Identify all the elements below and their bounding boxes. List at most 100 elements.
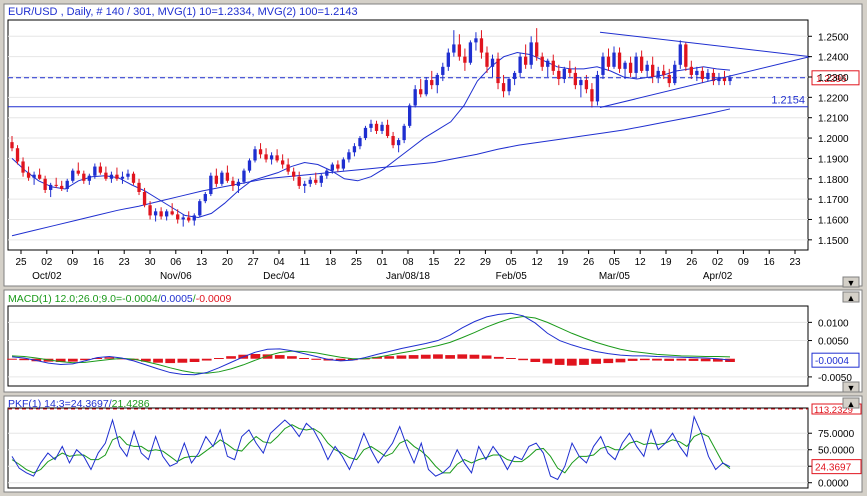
candle — [49, 182, 53, 198]
candle — [540, 52, 544, 71]
panel-resize-button[interactable] — [842, 276, 860, 288]
price-month-label: Dec/04 — [263, 271, 295, 282]
candle-body — [441, 66, 445, 75]
price-x-tick-label: 18 — [325, 257, 337, 268]
candle-body — [292, 171, 296, 177]
price-x-tick-label: 09 — [67, 257, 79, 268]
candle-body — [264, 154, 268, 160]
macd-hist-bar — [165, 358, 176, 364]
price-header: EUR/USD , Daily, # 140 / 301, MVG(1) 10=… — [8, 6, 358, 18]
candle-body — [667, 74, 671, 84]
candle — [275, 149, 279, 163]
candle-body — [87, 175, 91, 181]
candle-body — [474, 38, 478, 43]
candle-body — [722, 76, 727, 82]
macd-gridlines — [8, 321, 808, 378]
pkf-value-2: 21.4286 — [112, 398, 150, 410]
candle-body — [142, 191, 147, 206]
macd-hist-bar — [615, 358, 626, 363]
candle-body — [231, 180, 235, 186]
candle — [341, 157, 346, 171]
candle-body — [297, 176, 301, 186]
candle — [529, 36, 533, 69]
header-separator: , — [251, 6, 257, 18]
support-level-label: 1.2154 — [771, 95, 805, 107]
macd-hist-bar — [469, 354, 480, 359]
price-x-tick-label: 08 — [402, 257, 414, 268]
candle-body — [220, 172, 224, 184]
pkf-panel-controls[interactable]: ▲ — [842, 397, 860, 409]
price-panel-scroll-controls[interactable]: ▼ — [842, 276, 860, 288]
candle-body — [258, 149, 263, 155]
price-y-axis: 1.2500 1.2400 1.2300 1.2200 1.2100 1.2000 1.19… — [808, 32, 849, 247]
macd-current-box — [811, 352, 860, 368]
macd-value-2: 0.0005 — [161, 293, 193, 305]
candle — [634, 52, 638, 77]
trendline — [599, 56, 811, 109]
candle — [60, 180, 64, 191]
candle — [181, 214, 185, 227]
candle — [562, 66, 566, 84]
candle-body — [419, 89, 423, 95]
macd-hist-bar — [579, 358, 589, 365]
macd-up-button[interactable] — [842, 291, 860, 303]
candle — [612, 46, 616, 69]
candle-body — [728, 77, 732, 82]
price-x-tick-label: 16 — [93, 257, 105, 268]
macd-down-button[interactable] — [842, 381, 860, 393]
candle — [109, 171, 114, 183]
candle — [187, 211, 191, 223]
candle-body — [689, 66, 693, 75]
trendline — [599, 31, 811, 58]
price-x-tick-label: 25 — [15, 257, 27, 268]
price-x-tick-label: 13 — [196, 257, 208, 268]
macd-signal-polyline — [11, 316, 731, 374]
candle — [452, 30, 456, 57]
candle — [645, 60, 649, 77]
candle-body — [43, 178, 47, 190]
macd-hist-bar — [652, 358, 662, 361]
candle — [220, 170, 224, 186]
macd-hist-bar — [445, 355, 455, 359]
price-plot-area — [7, 19, 809, 251]
candle-body — [557, 70, 561, 80]
candle-body — [662, 70, 666, 75]
candle-body — [452, 44, 456, 53]
macd-hist-bar — [153, 358, 163, 363]
candle — [214, 168, 219, 187]
macd-hist-bar — [457, 354, 468, 359]
candle — [496, 52, 500, 90]
candle-body — [336, 164, 340, 169]
candle — [54, 177, 58, 188]
candle-body — [98, 166, 103, 173]
price-x-tick-label: 19 — [660, 257, 672, 268]
candle — [120, 171, 125, 184]
candle-body — [684, 44, 688, 67]
price-x-tick-label: 04 — [273, 257, 285, 268]
macd-panel-controls[interactable]: ▲ ▼ — [842, 291, 860, 393]
macd-hist-bar — [214, 358, 224, 359]
candle-body — [308, 179, 312, 184]
candle — [247, 158, 252, 173]
down-arrow-icon: ▼ — [847, 383, 856, 393]
macd-hist-bar — [518, 358, 528, 361]
candle-body — [37, 174, 42, 179]
candle — [170, 203, 174, 216]
pkf-up-button[interactable] — [842, 397, 860, 409]
candle-body — [10, 142, 14, 149]
candle — [380, 121, 384, 134]
pkf-current-label: 24.3697 — [815, 463, 852, 474]
price-y-tick-label: 1.2100 — [818, 114, 849, 125]
current-price-label: 1.2296 — [816, 74, 847, 85]
candle — [65, 178, 69, 192]
candle — [468, 40, 473, 65]
candle — [198, 199, 202, 218]
candle — [225, 165, 230, 183]
macd-hist-bar — [140, 358, 151, 362]
candle — [242, 168, 246, 184]
price-x-tick-label: 25 — [351, 257, 363, 268]
period-label: , Daily, # 140 / 301, — [58, 6, 158, 18]
macd-hist-bar — [372, 356, 382, 359]
candle-body — [424, 80, 428, 95]
candle — [325, 168, 329, 179]
